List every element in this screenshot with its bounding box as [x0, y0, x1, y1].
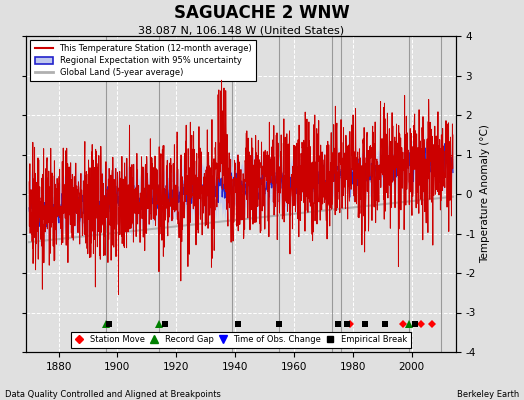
Text: Data Quality Controlled and Aligned at Breakpoints: Data Quality Controlled and Aligned at B…: [5, 390, 221, 399]
Title: 38.087 N, 106.148 W (United States): 38.087 N, 106.148 W (United States): [138, 25, 344, 35]
Legend: Station Move, Record Gap, Time of Obs. Change, Empirical Break: Station Move, Record Gap, Time of Obs. C…: [71, 332, 411, 348]
Text: Berkeley Earth: Berkeley Earth: [456, 390, 519, 399]
Text: SAGUACHE 2 WNW: SAGUACHE 2 WNW: [174, 4, 350, 22]
Y-axis label: Temperature Anomaly (°C): Temperature Anomaly (°C): [480, 124, 490, 264]
